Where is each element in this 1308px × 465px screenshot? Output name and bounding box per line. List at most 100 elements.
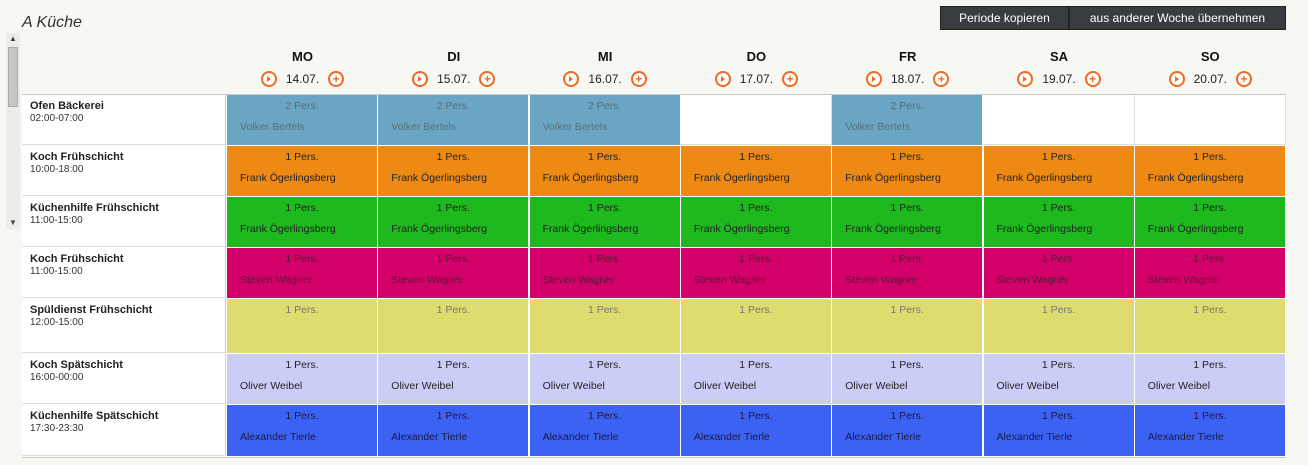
shift-cell-do[interactable]: 1 Pers. Frank Ögerlingsberg	[680, 197, 832, 247]
day-header-mo: MO 14.07. +	[227, 48, 378, 90]
shift-cell-di[interactable]: 1 Pers.	[378, 299, 530, 353]
shift-cell-do[interactable]: 1 Pers. Oliver Weibel	[680, 354, 832, 404]
add-plus-icon[interactable]: +	[933, 71, 950, 87]
shift-cell-fr[interactable]: 1 Pers. Steven Wagner	[832, 248, 984, 298]
shift-cell-fr[interactable]: 1 Pers. Frank Ögerlingsberg	[832, 197, 984, 247]
add-plus-icon[interactable]: +	[1235, 71, 1252, 87]
person-count: 1 Pers.	[890, 304, 924, 316]
shift-cell-mi[interactable]: 1 Pers. Alexander Tierle	[529, 405, 681, 456]
shift-cell-fr[interactable]: 1 Pers.	[832, 299, 984, 353]
shift-cell-mo[interactable]: 1 Pers. Steven Wagner	[227, 248, 378, 298]
shift-cell-sa[interactable]: 1 Pers. Alexander Tierle	[983, 405, 1135, 456]
shift-cell-fr[interactable]: 1 Pers. Alexander Tierle	[832, 405, 984, 456]
shift-cell-do[interactable]: 1 Pers. Alexander Tierle	[680, 405, 832, 456]
shift-cell-fr[interactable]: 1 Pers. Oliver Weibel	[832, 354, 984, 404]
day-date: 20.07.	[1193, 72, 1227, 86]
shift-cell-di[interactable]: 1 Pers. Frank Ögerlingsberg	[378, 197, 530, 247]
next-arrow-icon[interactable]	[563, 71, 580, 87]
shift-cell-di[interactable]: 2 Pers. Volker Bertels	[378, 95, 530, 145]
shift-label[interactable]: Koch Frühschicht 10:00-18:00	[22, 146, 226, 196]
copy-period-button[interactable]: Periode kopieren	[940, 6, 1069, 30]
shift-cell-sa[interactable]: 1 Pers. Frank Ögerlingsberg	[983, 146, 1135, 196]
shift-label[interactable]: Koch Spätschicht 16:00-00:00	[22, 354, 226, 404]
shift-cell-sa[interactable]: 1 Pers.	[983, 299, 1135, 353]
person-count: 1 Pers.	[587, 202, 622, 214]
shift-time: 11:00-15:00	[30, 266, 83, 277]
shift-label[interactable]: Küchenhilfe Spätschicht 17:30-23:30	[22, 405, 226, 456]
add-plus-icon[interactable]: +	[328, 71, 345, 87]
shift-cell-mo[interactable]: 2 Pers. Volker Bertels	[227, 95, 378, 145]
shift-cell-mi[interactable]: 2 Pers. Volker Bertels	[529, 95, 681, 145]
assigned-person: Frank Ögerlingsberg	[391, 223, 488, 235]
person-count: 1 Pers.	[436, 410, 470, 422]
next-arrow-icon[interactable]	[412, 71, 429, 87]
person-count: 2 Pers.	[587, 100, 622, 112]
shift-cell-so[interactable]: 1 Pers. Steven Wagner	[1134, 248, 1286, 298]
shift-cell-fr[interactable]: 1 Pers. Frank Ögerlingsberg	[832, 146, 984, 196]
shift-cell-mo[interactable]: 1 Pers.	[227, 299, 378, 353]
shift-cell-mo[interactable]: 1 Pers. Frank Ögerlingsberg	[227, 197, 378, 247]
add-plus-icon[interactable]: +	[479, 71, 496, 87]
shift-cell-sa[interactable]: 1 Pers. Frank Ögerlingsberg	[983, 197, 1135, 247]
person-count: 1 Pers.	[890, 359, 924, 371]
shift-cell-fr[interactable]: 2 Pers. Volker Bertels	[832, 95, 984, 145]
shift-cell-mi[interactable]: 1 Pers. Frank Ögerlingsberg	[529, 146, 681, 196]
next-arrow-icon[interactable]	[1017, 71, 1034, 87]
shift-cell-so[interactable]: 1 Pers. Oliver Weibel	[1134, 354, 1286, 404]
shift-label[interactable]: Ofen Bäckerei 02:00-07:00	[22, 95, 226, 145]
shift-cell-so[interactable]: 1 Pers. Alexander Tierle	[1134, 405, 1286, 456]
shift-time: 02:00-07:00	[30, 113, 84, 124]
scrollbar-thumb[interactable]	[8, 47, 18, 107]
shift-time: 10:00-18:00	[30, 164, 84, 175]
day-name: DI	[447, 49, 461, 64]
assigned-person: Frank Ögerlingsberg	[240, 172, 336, 184]
day-date: 14.07.	[285, 72, 320, 86]
shift-cell-di[interactable]: 1 Pers. Alexander Tierle	[378, 405, 530, 456]
shift-cell-sa[interactable]: 1 Pers. Steven Wagner	[983, 248, 1135, 298]
shift-cell-mi[interactable]: 1 Pers. Oliver Weibel	[529, 354, 681, 404]
import-week-button[interactable]: aus anderer Woche übernehmen	[1069, 6, 1286, 30]
add-plus-icon[interactable]: +	[1084, 71, 1101, 87]
vertical-scrollbar[interactable]: ▲ ▼	[6, 33, 20, 229]
shift-label[interactable]: Küchenhilfe Frühschicht 11:00-15:00	[22, 197, 226, 247]
shift-cell-mi[interactable]: 1 Pers.	[529, 299, 681, 353]
assigned-person: Frank Ögerlingsberg	[240, 223, 336, 235]
shift-cell-so[interactable]	[1134, 95, 1286, 145]
next-arrow-icon[interactable]	[866, 71, 882, 87]
person-count: 1 Pers.	[1193, 410, 1227, 422]
shift-cell-mi[interactable]: 1 Pers. Steven Wagner	[529, 248, 681, 298]
shift-cell-do[interactable]	[680, 95, 832, 145]
scroll-down-icon[interactable]: ▼	[9, 218, 17, 227]
next-arrow-icon[interactable]	[1168, 71, 1185, 87]
shift-cell-mo[interactable]: 1 Pers. Frank Ögerlingsberg	[227, 146, 378, 196]
day-date-row: 19.07. +	[984, 68, 1135, 90]
person-count: 2 Pers.	[890, 100, 924, 112]
day-name: SA	[1049, 49, 1069, 64]
assigned-person: Frank Ögerlingsberg	[996, 223, 1093, 235]
shift-cell-do[interactable]: 1 Pers. Frank Ögerlingsberg	[680, 146, 832, 196]
shift-cell-di[interactable]: 1 Pers. Oliver Weibel	[378, 354, 530, 404]
shift-label[interactable]: Koch Frühschicht 11:00-15:00	[22, 248, 226, 298]
shift-cell-sa[interactable]: 1 Pers. Oliver Weibel	[983, 354, 1135, 404]
next-arrow-icon[interactable]	[260, 71, 277, 87]
add-plus-icon[interactable]: +	[782, 71, 799, 87]
scroll-up-icon[interactable]: ▲	[9, 34, 17, 43]
next-arrow-icon[interactable]	[714, 71, 731, 87]
shift-cell-do[interactable]: 1 Pers. Steven Wagner	[680, 248, 832, 298]
shift-cell-so[interactable]: 1 Pers. Frank Ögerlingsberg	[1134, 146, 1286, 196]
person-count: 1 Pers.	[436, 202, 470, 214]
shift-cell-mo[interactable]: 1 Pers. Oliver Weibel	[227, 354, 378, 404]
assigned-person: Volker Bertels	[845, 121, 910, 133]
shift-cell-so[interactable]: 1 Pers. Frank Ögerlingsberg	[1134, 197, 1286, 247]
day-date: 17.07.	[739, 72, 774, 86]
shift-cell-do[interactable]: 1 Pers.	[680, 299, 832, 353]
shift-cell-sa[interactable]	[983, 95, 1135, 145]
shift-cell-di[interactable]: 1 Pers. Steven Wagner	[378, 248, 530, 298]
shift-label[interactable]: Spüldienst Frühschicht 12:00-15:00	[22, 299, 226, 353]
add-plus-icon[interactable]: +	[630, 71, 647, 87]
assigned-person: Alexander Tierle	[693, 431, 770, 443]
shift-cell-mo[interactable]: 1 Pers. Alexander Tierle	[227, 405, 378, 456]
shift-cell-so[interactable]: 1 Pers.	[1134, 299, 1286, 353]
shift-cell-mi[interactable]: 1 Pers. Frank Ögerlingsberg	[529, 197, 681, 247]
shift-cell-di[interactable]: 1 Pers. Frank Ögerlingsberg	[378, 146, 530, 196]
